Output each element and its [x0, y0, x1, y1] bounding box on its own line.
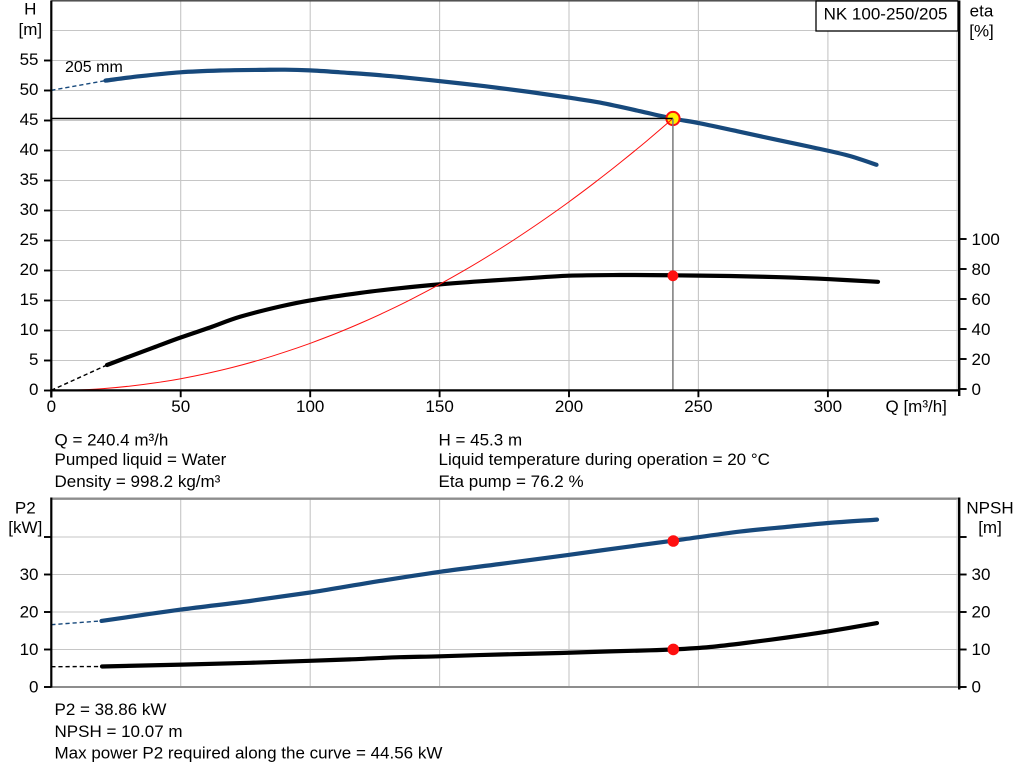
svg-text:H = 45.3 m: H = 45.3 m: [439, 431, 523, 450]
svg-text:25: 25: [20, 230, 39, 249]
svg-text:Pumped liquid = Water: Pumped liquid = Water: [55, 450, 227, 469]
svg-text:100: 100: [296, 397, 324, 416]
svg-text:Q [m³/h]: Q [m³/h]: [886, 397, 947, 416]
svg-text:Q = 240.4 m³/h: Q = 240.4 m³/h: [55, 431, 169, 450]
svg-text:150: 150: [425, 397, 453, 416]
svg-text:250: 250: [684, 397, 712, 416]
svg-text:50: 50: [20, 80, 39, 99]
svg-text:Liquid temperature during oper: Liquid temperature during operation = 20…: [439, 450, 770, 469]
svg-text:100: 100: [972, 230, 1000, 249]
svg-text:P2 = 38.86 kW: P2 = 38.86 kW: [55, 700, 167, 719]
svg-text:H: H: [24, 0, 36, 19]
svg-text:30: 30: [20, 200, 39, 219]
svg-text:30: 30: [972, 565, 991, 584]
svg-text:205 mm: 205 mm: [65, 59, 123, 76]
svg-text:10: 10: [972, 640, 991, 659]
svg-text:20: 20: [972, 350, 991, 369]
svg-text:NK 100-250/205: NK 100-250/205: [824, 5, 948, 24]
svg-text:80: 80: [972, 260, 991, 279]
svg-text:300: 300: [814, 397, 842, 416]
svg-text:5: 5: [29, 350, 38, 369]
svg-text:0: 0: [29, 380, 38, 399]
svg-text:Density = 998.2 kg/m³: Density = 998.2 kg/m³: [55, 472, 221, 491]
svg-text:0: 0: [972, 380, 981, 399]
svg-text:Max power P2 required along th: Max power P2 required along the curve = …: [55, 743, 443, 762]
svg-text:P2: P2: [15, 499, 36, 518]
svg-text:NPSH: NPSH: [966, 499, 1013, 518]
svg-text:[%]: [%]: [969, 22, 994, 41]
svg-text:35: 35: [20, 170, 39, 189]
svg-text:[m]: [m]: [978, 518, 1002, 537]
svg-text:eta: eta: [970, 2, 994, 21]
svg-text:Eta pump = 76.2 %: Eta pump = 76.2 %: [439, 472, 584, 491]
svg-text:20: 20: [972, 602, 991, 621]
svg-text:55: 55: [20, 50, 39, 69]
svg-text:200: 200: [555, 397, 583, 416]
svg-text:45: 45: [20, 110, 39, 129]
svg-text:10: 10: [20, 320, 39, 339]
svg-text:NPSH = 10.07 m: NPSH = 10.07 m: [55, 722, 183, 741]
svg-text:60: 60: [972, 290, 991, 309]
svg-text:30: 30: [20, 565, 39, 584]
svg-text:50: 50: [171, 397, 190, 416]
svg-text:20: 20: [20, 260, 39, 279]
svg-text:0: 0: [972, 677, 981, 696]
svg-text:[kW]: [kW]: [8, 518, 42, 537]
svg-text:20: 20: [20, 602, 39, 621]
svg-text:15: 15: [20, 290, 39, 309]
svg-text:40: 40: [20, 140, 39, 159]
svg-text:[m]: [m]: [18, 20, 42, 39]
svg-text:0: 0: [29, 677, 38, 696]
svg-text:10: 10: [20, 640, 39, 659]
svg-text:40: 40: [972, 320, 991, 339]
svg-text:0: 0: [47, 397, 56, 416]
